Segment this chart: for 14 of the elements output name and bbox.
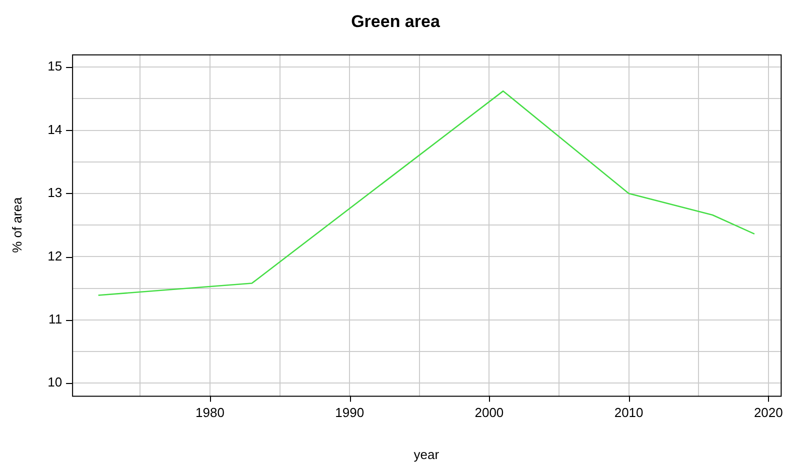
y-tick-label: 12 (48, 248, 62, 264)
x-tick-label: 1980 (196, 405, 224, 420)
x-axis-title: year (414, 446, 440, 462)
y-tick-label: 11 (48, 312, 62, 327)
y-tick-label: 15 (48, 58, 62, 74)
x-tick-label: 2000 (474, 405, 504, 420)
y-tick-label: 14 (48, 122, 62, 137)
x-tick-label: 2020 (754, 405, 783, 420)
x-tick-label: 2010 (614, 405, 644, 420)
y-axis-title: % of area (9, 196, 24, 253)
y-tick-label: 13 (48, 185, 62, 200)
chart-title: Green area (351, 12, 440, 31)
x-tick-label: 1990 (335, 405, 364, 420)
y-tick-label: 10 (48, 374, 62, 390)
